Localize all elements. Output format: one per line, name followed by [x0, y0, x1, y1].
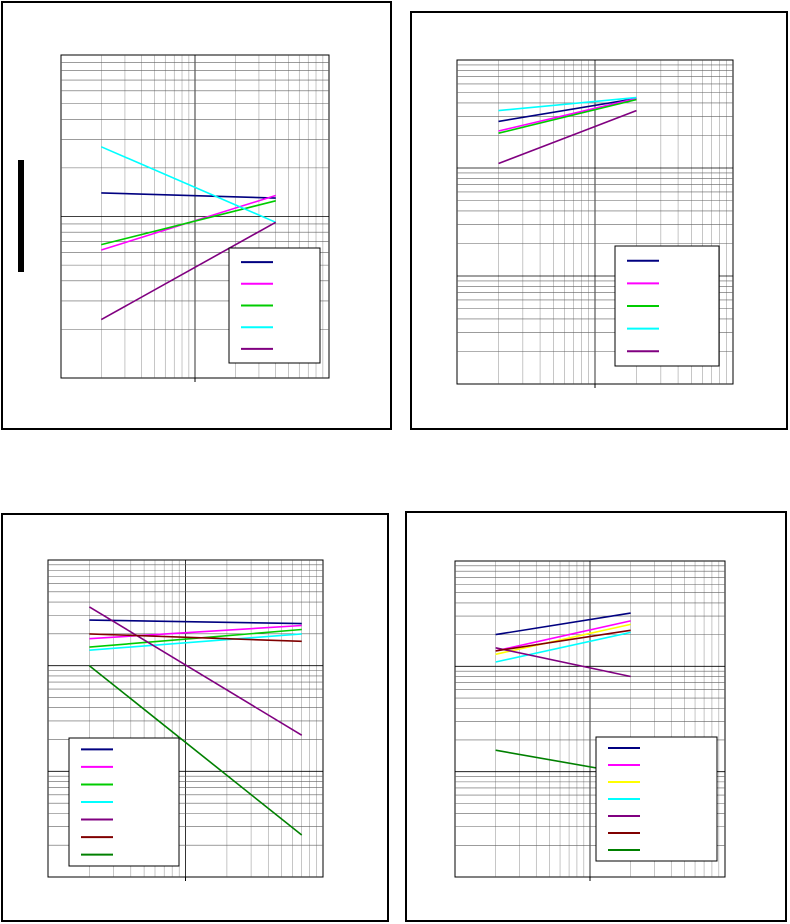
chart-1 [60, 54, 330, 382]
series-line-1 [101, 192, 276, 199]
series-line-2 [89, 624, 302, 640]
chart-4 [454, 560, 726, 881]
series-line-3 [498, 98, 637, 134]
series-line-1 [89, 619, 302, 625]
series-line-5 [495, 647, 631, 678]
chart-3 [47, 559, 324, 881]
side-marker-bar [18, 160, 24, 272]
series-line-3 [495, 623, 631, 656]
series-line-1 [498, 97, 637, 123]
series-line-4 [495, 631, 631, 663]
series-line-3 [101, 200, 276, 246]
chart-2 [456, 59, 734, 388]
series-line-4 [89, 633, 302, 651]
series-line-7 [88, 665, 303, 836]
series-line-1 [495, 612, 631, 636]
series-line-5 [498, 109, 637, 165]
series-line-6 [495, 629, 631, 652]
series-line-4 [498, 96, 637, 112]
series-line-5 [88, 606, 303, 736]
series-line-6 [89, 633, 302, 643]
series-line-2 [495, 620, 631, 652]
series-line-4 [100, 146, 277, 224]
series-line-5 [100, 221, 277, 321]
series-line-2 [498, 97, 637, 132]
